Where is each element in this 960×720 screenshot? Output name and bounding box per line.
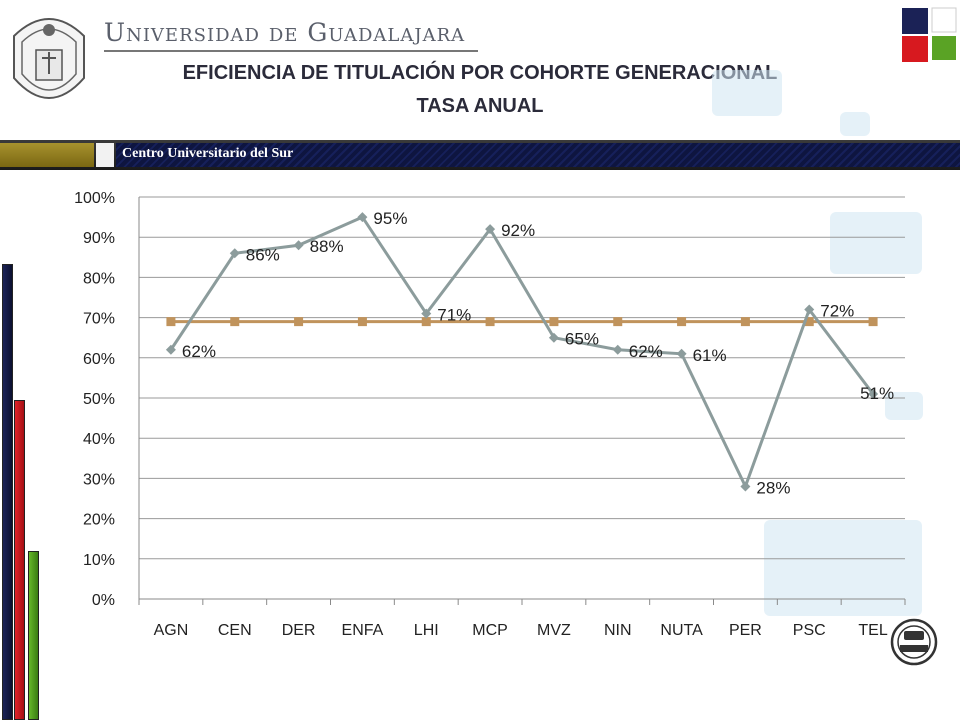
series-line xyxy=(169,215,875,491)
data-label: 62% xyxy=(182,342,216,361)
data-point xyxy=(485,224,496,235)
x-tick-label: LHI xyxy=(414,622,439,639)
x-tick-label: PER xyxy=(729,622,762,639)
x-tick-label: TEL xyxy=(858,622,887,639)
data-point xyxy=(421,308,432,319)
data-label: 92% xyxy=(501,221,535,240)
y-tick-label: 0% xyxy=(92,592,115,609)
y-tick-label: 70% xyxy=(83,311,115,328)
decorative-tile xyxy=(840,112,870,136)
data-label: 71% xyxy=(437,306,471,325)
reference-point xyxy=(166,317,176,327)
x-tick-label: AGN xyxy=(154,622,189,639)
data-label: 28% xyxy=(756,478,790,497)
band-navy-strip xyxy=(116,143,960,167)
red-accent-bar xyxy=(14,400,25,720)
colored-squares-logo-icon xyxy=(902,7,957,62)
data-label: 86% xyxy=(246,245,280,264)
header: Universidad de Guadalajara EFICIENCIA DE… xyxy=(0,0,960,140)
y-tick-label: 80% xyxy=(83,270,115,287)
x-tick-label: DER xyxy=(282,622,316,639)
y-tick-label: 60% xyxy=(83,351,115,368)
decorative-tile xyxy=(885,392,923,420)
x-tick-label: MCP xyxy=(472,622,508,639)
data-label: 51% xyxy=(860,384,894,403)
y-tick-label: 10% xyxy=(83,552,115,569)
chart: 0% 10% 20% 30% 40% 50% 60% 70% 80% 90% 100% AGN CEN D… xyxy=(74,190,906,639)
x-tick-label: CEN xyxy=(218,622,252,639)
reference-point xyxy=(804,317,814,327)
y-tick-label: 90% xyxy=(83,230,115,247)
reference-point xyxy=(677,317,687,327)
data-label: 95% xyxy=(373,209,407,228)
reference-point xyxy=(868,317,878,327)
decorative-tile xyxy=(830,212,922,274)
reference-point xyxy=(485,317,495,327)
data-point xyxy=(612,344,623,355)
campus-name: Centro Universitario del Sur xyxy=(122,146,294,161)
data-label: 65% xyxy=(565,330,599,349)
x-tick-label: NIN xyxy=(604,622,632,639)
data-point xyxy=(868,388,879,399)
data-label: 88% xyxy=(310,237,344,256)
navy-accent-bar xyxy=(2,264,13,720)
data-point xyxy=(165,344,176,355)
page-subtitle: TASA ANUAL xyxy=(416,95,544,117)
y-tick-label: 40% xyxy=(83,431,115,448)
data-point xyxy=(740,481,751,492)
data-point xyxy=(804,304,815,315)
data-point xyxy=(548,332,559,343)
data-point xyxy=(293,240,304,251)
data-label: 61% xyxy=(693,346,727,365)
reference-point xyxy=(613,317,623,327)
x-tick-label: ENFA xyxy=(342,622,384,639)
university-rule xyxy=(104,50,478,52)
university-name: Universidad de Guadalajara xyxy=(104,18,466,47)
data-point xyxy=(357,212,368,223)
x-tick-label: NUTA xyxy=(660,622,703,639)
reference-point xyxy=(421,317,431,327)
band-gold-block xyxy=(0,143,94,167)
page-title: EFICIENCIA DE TITULACIÓN POR COHORTE GEN… xyxy=(182,62,778,84)
data-point xyxy=(676,348,687,359)
reference-point xyxy=(549,317,559,327)
data-point xyxy=(229,248,240,259)
decorative-tile xyxy=(764,520,922,616)
data-label: 72% xyxy=(820,302,854,321)
y-tick-label: 100% xyxy=(74,190,115,207)
green-accent-bar xyxy=(28,551,39,720)
y-tick-label: 50% xyxy=(83,391,115,408)
iso-9001-badge-icon xyxy=(890,618,938,666)
data-label: 62% xyxy=(629,342,663,361)
reference-point xyxy=(357,317,367,327)
decorative-tile xyxy=(712,70,782,116)
x-tick-label: MVZ xyxy=(537,622,571,639)
university-seal-icon xyxy=(13,18,85,99)
reference-point xyxy=(230,317,240,327)
reference-point xyxy=(740,317,750,327)
band-white-block xyxy=(96,143,114,167)
y-tick-label: 30% xyxy=(83,471,115,488)
y-tick-label: 20% xyxy=(83,512,115,529)
reference-point xyxy=(294,317,304,327)
x-tick-label: PSC xyxy=(793,622,826,639)
